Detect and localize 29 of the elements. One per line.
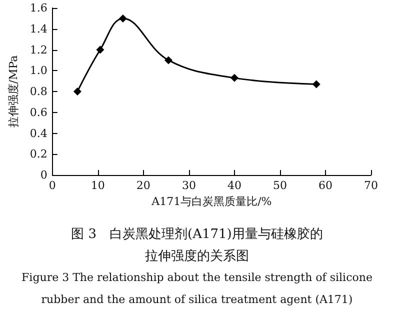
y-tick-label: 1.4 — [30, 22, 48, 36]
x-tick-label: 40 — [227, 179, 242, 192]
x-tick-label: 20 — [136, 179, 150, 192]
x-tick-label: 10 — [90, 179, 105, 192]
y-tick-label: 0.2 — [30, 148, 48, 161]
text: 拉伸强度的关系图 — [145, 248, 249, 264]
x-tick-label: 70 — [364, 179, 378, 192]
x-tick-label: 50 — [272, 179, 287, 192]
point — [96, 46, 104, 54]
x-tick-label: 60 — [318, 179, 332, 192]
point — [230, 74, 238, 82]
point — [312, 80, 320, 88]
y-tick-label: 1.0 — [30, 64, 48, 78]
x-axis-title: A171与白炭黑质量比/% — [150, 194, 272, 208]
x-tick-label: 30 — [182, 179, 196, 192]
y-tick-label: 0 — [40, 168, 48, 182]
point — [73, 88, 82, 96]
caption: 图 3 白炭黑处理剂(A171)用量与硅橡胶的 — [71, 226, 323, 242]
y-tick-label: 0.6 — [30, 106, 48, 119]
y-tick-label: 1.2 — [30, 43, 48, 56]
caption: Figure 3 The relationship about the tensile strength of silicone — [22, 271, 372, 284]
point — [118, 14, 127, 22]
y-tick-label: 0.4 — [30, 126, 48, 140]
point — [164, 56, 172, 64]
text: rubber and the amount of silica treatment agent (A171) — [41, 293, 353, 306]
y-axis-title: 拉伸强度/MPa — [7, 54, 20, 128]
y-tick-label: 1.6 — [30, 2, 48, 14]
y-tick-label: 0.8 — [30, 85, 48, 98]
x-tick-label: 0 — [48, 179, 56, 192]
